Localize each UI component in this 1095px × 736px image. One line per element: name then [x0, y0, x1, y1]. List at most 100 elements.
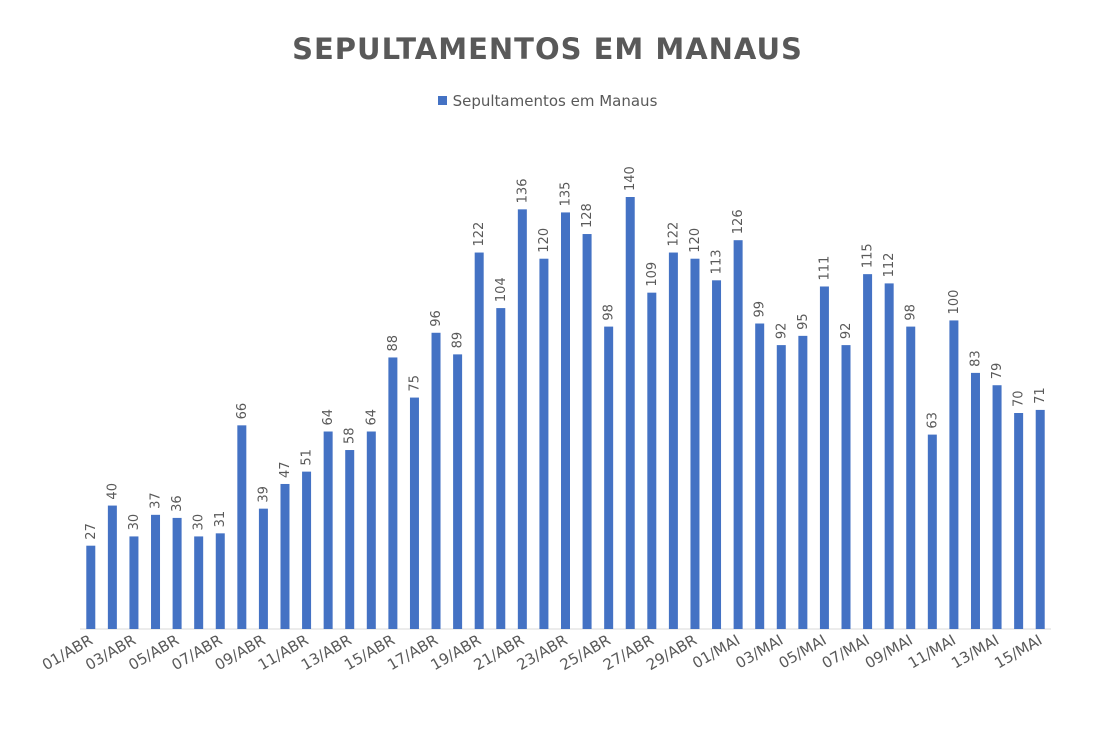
legend: Sepultamentos em Manaus [0, 92, 1095, 110]
data-label-13/ABR: 58 [343, 427, 358, 444]
bar-13/ABR [345, 450, 355, 629]
bar-14/MAI [1014, 413, 1024, 629]
bar-10/ABR [280, 483, 290, 629]
data-label-28/ABR: 122 [666, 222, 681, 247]
bar-15/MAI [1035, 409, 1045, 629]
data-label-21/ABR: 136 [515, 179, 530, 204]
data-label-13/MAI: 79 [990, 363, 1005, 380]
data-label-12/ABR: 64 [321, 409, 336, 426]
bar-05/MAI [819, 286, 829, 629]
bar-12/ABR [323, 431, 333, 629]
x-tick-label-15/MAI: 15/MAI [991, 631, 1045, 672]
bar-22/ABR [539, 258, 549, 629]
data-label-05/MAI: 111 [817, 256, 832, 281]
data-label-01/MAI: 126 [731, 209, 746, 234]
data-label-09/ABR: 39 [256, 486, 271, 503]
bar-27/ABR [647, 292, 657, 629]
bar-11/MAI [949, 320, 959, 629]
bar-20/ABR [496, 308, 506, 629]
bar-28/ABR [668, 252, 678, 630]
data-label-25/ABR: 98 [602, 304, 617, 321]
data-label-22/ABR: 120 [537, 228, 552, 253]
bar-08/ABR [237, 425, 247, 629]
bar-19/ABR [474, 252, 484, 630]
bar-04/ABR [151, 514, 161, 629]
bar-02/MAI [755, 323, 765, 629]
bar-09/MAI [906, 326, 916, 629]
bar-04/MAI [798, 335, 808, 629]
x-tick-label-03/MAI: 03/MAI [732, 631, 786, 672]
data-label-10/MAI: 63 [925, 412, 940, 429]
bar-06/ABR [194, 536, 204, 629]
bar-08/MAI [884, 283, 894, 629]
bar-30/ABR [712, 280, 722, 629]
bar-05/ABR [172, 517, 182, 629]
bar-15/ABR [388, 357, 398, 629]
x-tick-label-29/ABR: 29/ABR [643, 631, 700, 674]
bar-18/ABR [453, 354, 463, 629]
data-label-14/ABR: 64 [364, 409, 379, 426]
bar-11/ABR [302, 471, 312, 629]
legend-swatch [437, 96, 447, 105]
bar-26/ABR [625, 197, 635, 629]
bar-09/ABR [258, 508, 268, 629]
data-label-03/MAI: 92 [774, 323, 789, 340]
data-label-12/MAI: 83 [968, 350, 983, 367]
bar-07/MAI [863, 274, 873, 629]
data-label-02/MAI: 99 [753, 301, 768, 318]
data-label-06/MAI: 92 [839, 323, 854, 340]
data-label-27/ABR: 109 [645, 262, 660, 287]
data-label-05/ABR: 36 [170, 495, 185, 512]
bar-21/ABR [517, 209, 527, 629]
data-label-03/ABR: 30 [127, 514, 142, 531]
bar-01/MAI [733, 240, 743, 629]
data-label-29/ABR: 120 [688, 228, 703, 253]
data-label-07/ABR: 31 [213, 511, 228, 528]
bar-29/ABR [690, 258, 700, 629]
bar-16/ABR [409, 397, 419, 629]
data-label-30/ABR: 113 [710, 249, 725, 274]
x-tick-label-07/MAI: 07/MAI [819, 631, 873, 672]
bar-23/ABR [561, 212, 570, 629]
data-label-17/ABR: 96 [429, 310, 444, 327]
bar-24/ABR [582, 234, 592, 629]
bar-06/MAI [841, 345, 851, 629]
bar-03/ABR [129, 536, 139, 629]
data-label-14/MAI: 70 [1012, 390, 1027, 407]
data-label-04/ABR: 37 [149, 492, 164, 509]
data-label-15/ABR: 88 [386, 335, 401, 352]
chart-title: SEPULTAMENTOS EM MANAUS [292, 32, 803, 66]
data-label-11/ABR: 51 [300, 449, 315, 466]
data-label-24/ABR: 128 [580, 203, 595, 228]
bar-07/ABR [215, 533, 225, 629]
data-label-15/MAI: 71 [1033, 387, 1048, 404]
data-label-16/ABR: 75 [407, 375, 422, 392]
bar-10/MAI [927, 434, 937, 629]
data-label-09/MAI: 98 [904, 304, 919, 321]
data-label-04/MAI: 95 [796, 313, 811, 330]
bar-25/ABR [604, 326, 614, 629]
data-label-02/ABR: 40 [105, 483, 120, 500]
data-label-26/ABR: 140 [623, 166, 638, 191]
data-label-11/MAI: 100 [947, 290, 962, 315]
data-label-07/MAI: 115 [861, 243, 876, 268]
bar-17/ABR [431, 332, 441, 629]
data-label-18/ABR: 89 [451, 332, 466, 349]
x-tick-label-13/MAI: 13/MAI [948, 631, 1002, 672]
x-tick-label-01/MAI: 01/MAI [689, 631, 743, 672]
x-tick-label-09/MAI: 09/MAI [862, 631, 916, 672]
x-tick-label-05/MAI: 05/MAI [776, 631, 830, 672]
bar-14/ABR [366, 431, 376, 629]
bar-12/MAI [970, 372, 980, 629]
bar-02/ABR [107, 505, 117, 629]
bar-01/ABR [86, 545, 96, 629]
data-label-20/ABR: 104 [494, 277, 509, 302]
data-label-23/ABR: 135 [559, 182, 574, 207]
data-label-06/ABR: 30 [192, 514, 207, 531]
bar-13/MAI [992, 385, 1002, 629]
x-tick-label-11/MAI: 11/MAI [905, 631, 959, 672]
data-label-08/ABR: 66 [235, 403, 250, 420]
data-label-01/ABR: 27 [84, 523, 99, 540]
